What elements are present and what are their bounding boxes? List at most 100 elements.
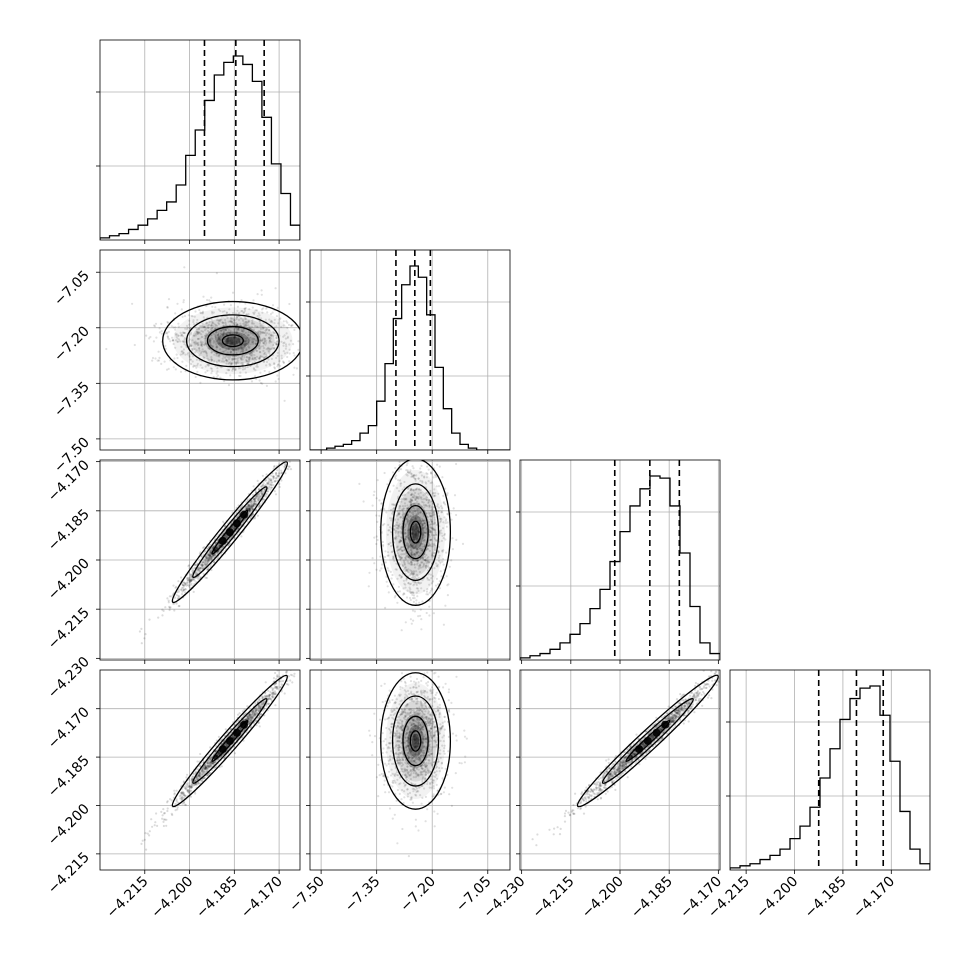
scatter-point	[206, 363, 209, 366]
scatter-point	[425, 472, 428, 475]
scatter-point	[199, 340, 202, 343]
scatter-point	[224, 324, 228, 327]
scatter-point	[297, 452, 299, 454]
scatter-point	[257, 493, 260, 496]
scatter-point	[393, 525, 396, 528]
scatter-point	[200, 564, 203, 567]
scatter-point	[446, 594, 449, 597]
scatter-point	[395, 527, 398, 530]
scatter-point	[258, 495, 261, 498]
scatter-point	[218, 341, 221, 344]
scatter-point	[201, 341, 204, 344]
scatter-point	[410, 508, 413, 511]
scatter-point	[441, 507, 444, 510]
scatter-point	[208, 299, 211, 302]
scatter-point	[415, 591, 418, 594]
scatter-point	[201, 325, 204, 328]
scatter-point	[420, 547, 423, 550]
scatter-point	[275, 325, 278, 328]
scatter-point	[386, 554, 389, 557]
scatter-point	[419, 467, 422, 470]
scatter-point	[214, 766, 217, 769]
scatter-point	[414, 510, 417, 513]
scatter-point	[411, 532, 414, 535]
scatter-point	[201, 773, 204, 777]
scatter-point	[175, 585, 178, 589]
scatter-point	[185, 364, 188, 367]
scatter-point	[251, 506, 254, 510]
scatter-point	[248, 713, 251, 717]
scatter-point	[165, 331, 168, 334]
scatter-point	[160, 332, 163, 335]
scatter-point	[432, 528, 435, 531]
scatter-point	[230, 362, 233, 366]
scatter-point	[274, 671, 277, 675]
scatter-point	[197, 328, 200, 331]
scatter-point	[224, 341, 228, 344]
histogram-bin	[385, 364, 393, 450]
scatter-point	[188, 792, 191, 795]
scatter-point	[403, 512, 406, 515]
scatter-point	[416, 551, 419, 554]
scatter-point	[420, 618, 423, 621]
scatter-point	[254, 375, 257, 378]
scatter-point	[201, 564, 204, 567]
scatter-point	[240, 346, 243, 349]
scatter-point	[292, 453, 294, 455]
scatter-point	[215, 346, 218, 349]
scatter-point	[273, 465, 276, 468]
scatter-point	[282, 361, 285, 364]
scatter-point	[245, 507, 248, 511]
scatter-point	[259, 351, 262, 354]
scatter-point	[285, 345, 288, 348]
scatter-point	[184, 588, 187, 591]
scatter-point	[215, 361, 218, 364]
scatter-point	[157, 350, 160, 353]
scatter-point	[427, 573, 430, 576]
scatter-point	[411, 519, 414, 522]
scatter-point	[259, 496, 262, 499]
scatter-point	[192, 364, 195, 367]
scatter-point	[253, 499, 256, 503]
scatter-point	[412, 572, 415, 575]
scatter-point	[402, 511, 405, 514]
scatter-point	[185, 776, 188, 779]
scatter-point	[401, 546, 404, 549]
scatter-point	[206, 568, 209, 572]
scatter-point	[208, 765, 211, 768]
scatter-point	[413, 533, 416, 536]
scatter-point	[201, 311, 204, 314]
scatter-point	[434, 475, 438, 478]
scatter-point	[399, 540, 402, 543]
scatter-point	[415, 513, 418, 516]
scatter-point	[278, 485, 281, 489]
scatter-point	[226, 337, 229, 340]
scatter-point	[461, 542, 465, 546]
scatter-point	[391, 508, 394, 511]
scatter-point	[392, 484, 395, 487]
scatter-point	[232, 323, 235, 326]
scatter-point	[203, 560, 206, 563]
scatter-point	[411, 465, 414, 468]
scatter-point	[410, 561, 413, 564]
scatter-point	[177, 322, 180, 325]
scatter-point	[235, 361, 238, 364]
scatter-point	[176, 597, 179, 600]
scatter-point	[396, 577, 399, 580]
scatter-point	[186, 326, 189, 329]
scatter-point	[180, 588, 183, 591]
scatter-point	[417, 554, 421, 557]
scatter-point	[249, 352, 252, 355]
scatter-point	[404, 583, 407, 586]
scatter-point	[232, 349, 235, 352]
scatter-point	[196, 567, 200, 570]
scatter-point	[376, 479, 379, 482]
scatter-point	[397, 524, 400, 528]
histogram-bin	[750, 864, 760, 870]
scatter-point	[195, 777, 198, 780]
scatter-point	[266, 490, 270, 493]
scatter-point	[438, 587, 441, 590]
scatter-point	[421, 545, 424, 548]
scatter-point	[213, 327, 217, 331]
scatter-point	[185, 783, 188, 786]
